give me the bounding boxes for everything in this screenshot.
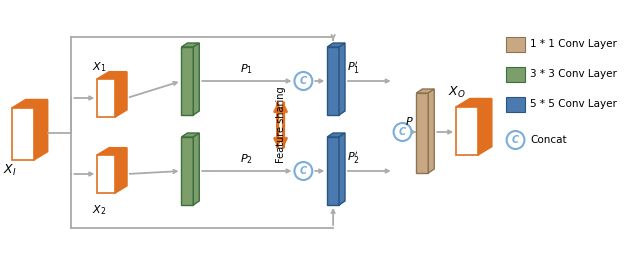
Polygon shape [339,43,345,115]
Text: C: C [300,166,307,176]
Polygon shape [417,89,434,93]
Polygon shape [506,37,525,52]
Text: $P_1$: $P_1$ [241,62,253,76]
Text: $P_2$: $P_2$ [241,152,253,166]
Text: 5 * 5 Conv Layer: 5 * 5 Conv Layer [531,99,617,109]
Text: $X_2$: $X_2$ [92,203,106,217]
Text: C: C [300,76,307,86]
Text: Feature sharing: Feature sharing [276,87,285,163]
Polygon shape [181,133,199,137]
Polygon shape [456,99,492,107]
Polygon shape [456,107,478,155]
Polygon shape [12,100,47,108]
Text: $P_2'$: $P_2'$ [347,150,360,166]
Polygon shape [506,97,525,112]
Circle shape [394,123,412,141]
Circle shape [294,162,312,180]
Polygon shape [97,72,127,79]
Text: Concat: Concat [531,135,567,145]
Polygon shape [339,133,345,205]
Polygon shape [97,148,127,155]
Polygon shape [327,47,339,115]
Polygon shape [193,43,199,115]
Text: $P$: $P$ [404,115,413,127]
Polygon shape [181,43,199,47]
Text: $X_I$: $X_I$ [3,162,17,178]
Text: C: C [512,135,519,145]
Circle shape [294,72,312,90]
Polygon shape [115,148,127,193]
Text: 3 * 3 Conv Layer: 3 * 3 Conv Layer [531,69,617,79]
Polygon shape [478,99,492,155]
Polygon shape [417,93,428,173]
Polygon shape [12,108,34,160]
Text: $X_1$: $X_1$ [92,60,106,74]
Polygon shape [181,137,193,205]
Text: 1 * 1 Conv Layer: 1 * 1 Conv Layer [531,39,617,49]
Polygon shape [506,67,525,82]
Text: $X_O$: $X_O$ [448,85,466,100]
Polygon shape [193,133,199,205]
Text: C: C [399,127,406,137]
Circle shape [507,131,524,149]
Polygon shape [181,47,193,115]
Polygon shape [97,155,115,193]
Polygon shape [97,79,115,117]
Polygon shape [327,137,339,205]
Polygon shape [327,43,345,47]
Polygon shape [428,89,434,173]
Polygon shape [34,100,47,160]
Text: $P_1'$: $P_1'$ [347,60,360,76]
Polygon shape [327,133,345,137]
Polygon shape [115,72,127,117]
